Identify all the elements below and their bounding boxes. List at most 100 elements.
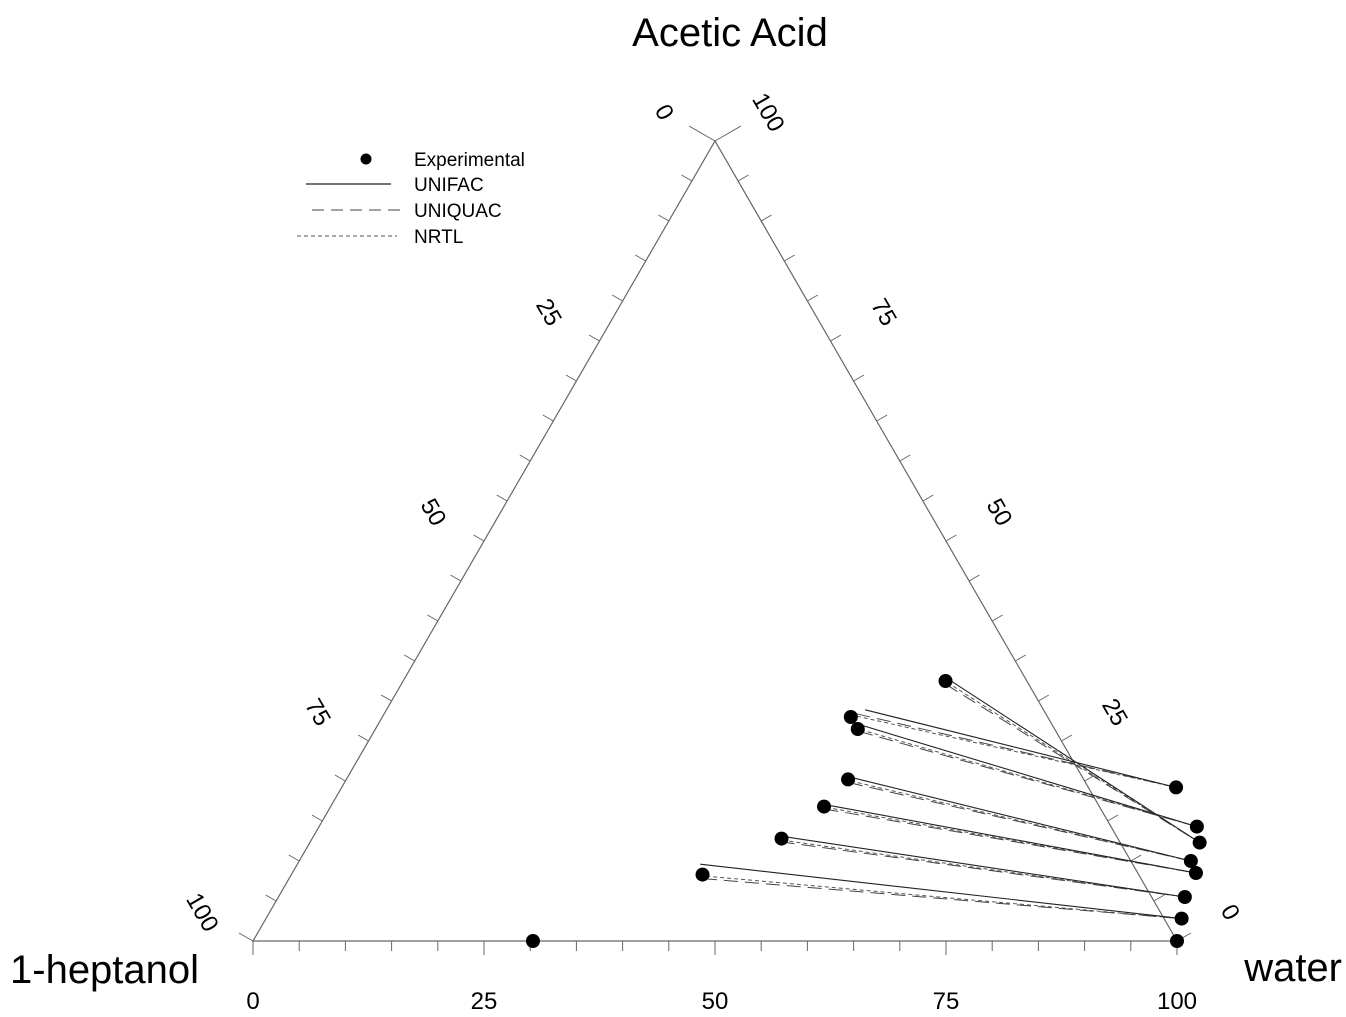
- legend-label-uniquac: UNIQUAC: [414, 201, 502, 222]
- left-tick-label: 0: [649, 100, 679, 125]
- tie-line-uniquac: [780, 841, 1185, 898]
- left-axis-tick: [658, 214, 670, 222]
- left-tick-label: 75: [299, 694, 336, 731]
- right-axis-tick: [945, 534, 957, 542]
- right-tick-label: 25: [1096, 694, 1133, 731]
- experimental-point: [1188, 866, 1203, 880]
- tie-line-uniquac: [945, 683, 1200, 844]
- left-axis-tick: [565, 374, 577, 382]
- right-axis-tick: [899, 454, 911, 462]
- vertex-label-right: water: [1243, 946, 1342, 990]
- left-tick-label: 25: [530, 294, 567, 331]
- left-tick-label: 100: [180, 888, 223, 936]
- left-axis-tick: [357, 734, 369, 742]
- left-axis-tick: [404, 654, 415, 662]
- experimental-point: [695, 867, 710, 882]
- right-axis-tick: [1015, 654, 1026, 662]
- left-axis-tick: [611, 294, 623, 302]
- right-axis-tick: [1130, 854, 1142, 862]
- experimental-point: [1189, 819, 1204, 834]
- vertex-label-top: Acetic Acid: [632, 11, 828, 55]
- bottom-tick-label: 0: [246, 988, 259, 1015]
- bottom-tick-label: 25: [471, 988, 498, 1015]
- tie-line-nrtl: [856, 715, 1177, 788]
- tie-line-unifac: [855, 722, 1198, 828]
- triangle-frame: [251, 139, 1179, 942]
- tie-line-uniquac: [848, 782, 1191, 862]
- triangle-outline: [251, 139, 1179, 942]
- right-axis-tick: [830, 334, 842, 342]
- legend-label-nrtl: NRTL: [414, 227, 463, 248]
- experimental-points: [525, 674, 1207, 948]
- tie-line-nrtl: [850, 780, 1191, 862]
- tie-line-unifac: [700, 863, 1182, 920]
- axis-tick-labels: 0 100 0 25 75 25 50 50 50 75 25 75 100 0 100: [180, 88, 1245, 1015]
- experimental-point: [843, 710, 858, 724]
- left-axis-tick: [635, 254, 646, 262]
- right-axis-tick: [991, 614, 1003, 622]
- left-axis-tick: [334, 774, 346, 782]
- left-axis-tick: [542, 414, 554, 422]
- experimental-point: [841, 772, 856, 787]
- right-axis-tick: [737, 174, 749, 182]
- experimental-point: [1169, 780, 1184, 795]
- experimental-point: [817, 799, 832, 814]
- right-axis-tick: [760, 214, 772, 222]
- tie-line-uniquac: [856, 713, 1177, 788]
- right-tick-label: 75: [865, 294, 902, 331]
- tie-line-nrtl: [947, 682, 1200, 844]
- tie-line-uniquac: [859, 730, 1198, 828]
- apex-tick-left: [688, 125, 716, 142]
- bottom-tick-label: 75: [933, 988, 960, 1015]
- right-axis-tick: [922, 494, 934, 502]
- bottom-tick-label: 50: [702, 988, 729, 1015]
- experimental-point: [1177, 890, 1192, 904]
- left-tick-label: 50: [415, 494, 452, 531]
- left-axis-tick: [473, 534, 485, 542]
- left-axis-tick: [311, 814, 323, 822]
- tie-line-unifac: [822, 803, 1197, 874]
- apex-tick-right: [714, 125, 742, 142]
- left-axis-tick: [427, 614, 439, 622]
- left-axis-tick: [681, 174, 693, 182]
- right-axis-tick: [853, 374, 865, 382]
- tie-line-unifac: [780, 835, 1185, 898]
- experimental-point: [938, 674, 953, 688]
- axis-ticks: [238, 125, 1192, 955]
- right-axis-tick: [876, 414, 888, 422]
- right-tick-label: 100: [746, 88, 789, 136]
- right-axis-tick: [968, 574, 980, 582]
- experimental-point: [1183, 854, 1198, 868]
- tie-line-unifac: [865, 709, 1177, 788]
- right-tick-label: 0: [1215, 900, 1245, 925]
- right-axis-tick: [1061, 734, 1073, 742]
- experimental-point: [1192, 835, 1207, 850]
- right-axis-tick: [1153, 894, 1165, 902]
- legend-label-unifac: UNIFAC: [414, 175, 484, 196]
- left-axis-tick: [288, 854, 300, 862]
- experimental-point: [774, 831, 789, 846]
- left-axis-tick: [380, 694, 392, 702]
- left-axis-tick: [450, 574, 462, 582]
- tie-line-uniquac: [702, 878, 1182, 920]
- left-axis-tick: [496, 494, 508, 502]
- left-axis-tick: [265, 894, 277, 902]
- legend-marker-experimental: [360, 153, 372, 165]
- tie-line-unifac: [943, 675, 1200, 844]
- right-axis-tick: [807, 294, 819, 302]
- bottom-tick-label: 100: [1157, 988, 1197, 1015]
- tie-line-unifac: [846, 775, 1191, 862]
- experimental-point: [1170, 934, 1184, 948]
- tie-line-nrtl: [860, 729, 1198, 828]
- right-tick-label: 50: [981, 494, 1018, 531]
- experimental-point: [850, 722, 865, 736]
- left-corner-tick: [238, 932, 254, 942]
- tie-line-nrtl: [706, 875, 1182, 920]
- legend-label-experimental: Experimental: [414, 150, 525, 171]
- experimental-point: [1174, 911, 1189, 926]
- vertex-label-left: 1-heptanol: [10, 948, 199, 992]
- experimental-point: [525, 934, 540, 948]
- right-axis-tick: [784, 254, 795, 262]
- right-axis-tick: [1038, 694, 1050, 702]
